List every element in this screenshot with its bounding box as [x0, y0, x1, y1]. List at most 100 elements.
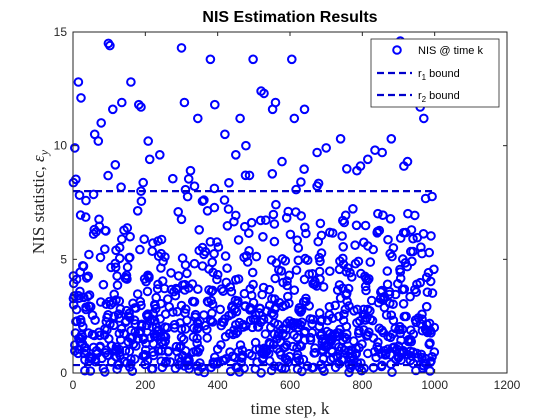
scatter-point [231, 328, 241, 339]
scatter-point [269, 219, 280, 229]
scatter-point [378, 210, 388, 220]
scatter-point [187, 279, 198, 289]
scatter-point [421, 301, 432, 312]
scatter-point [160, 252, 170, 262]
scatter-point [166, 268, 176, 278]
scatter-point [289, 285, 300, 296]
scatter-point [315, 330, 326, 341]
scatter-point [410, 284, 420, 295]
scatter-point [109, 289, 119, 300]
scatter-point [281, 213, 292, 223]
scatter-point [412, 279, 422, 290]
scatter-point [172, 306, 182, 317]
scatter-point [315, 274, 325, 285]
scatter-point [408, 233, 418, 244]
scatter-point [325, 335, 335, 345]
scatter-point [97, 353, 107, 364]
scatter-point [143, 270, 153, 281]
scatter-point [202, 333, 212, 343]
scatter-point [260, 329, 271, 339]
scatter-point [131, 303, 141, 313]
scatter-point [193, 347, 203, 357]
scatter-point [135, 296, 146, 307]
scatter-point [220, 331, 231, 342]
scatter-point [177, 253, 188, 264]
scatter-point [395, 233, 406, 243]
scatter-point [89, 224, 100, 235]
scatter-point [363, 154, 373, 165]
scatter-point [123, 311, 134, 322]
scatter-point [337, 231, 347, 241]
scatter-point [403, 208, 413, 219]
scatter-point [315, 218, 326, 229]
scatter-point [300, 222, 310, 233]
scatter-point [222, 221, 233, 231]
scatter-point [232, 326, 243, 337]
scatter-point [194, 245, 204, 256]
chart-title: NIS Estimation Results [202, 9, 377, 26]
scatter-point [144, 154, 155, 165]
scatter-point [100, 324, 110, 334]
scatter-point [80, 212, 91, 222]
x-tick-label: 400 [208, 378, 228, 392]
scatter-point [109, 311, 119, 322]
legend-marker-nis [392, 45, 402, 55]
scatter-point [197, 196, 208, 206]
scatter-point [84, 249, 94, 260]
scatter-point [385, 298, 395, 309]
scatter-point [229, 216, 239, 227]
scatter-point [212, 274, 222, 285]
scatter-point [398, 347, 409, 358]
scatter-point [349, 306, 359, 316]
scatter-point [108, 104, 118, 115]
x-tick-label: 200 [135, 378, 155, 392]
scatter-point [175, 318, 185, 328]
scatter-point [429, 347, 440, 357]
scatter-point [325, 266, 335, 277]
scatter-point [224, 178, 234, 188]
scatter-point [235, 340, 246, 350]
legend-label-r2: r2 bound [418, 90, 460, 104]
scatter-point [70, 143, 80, 153]
scatter-point [377, 147, 388, 158]
scatter-point [299, 274, 310, 285]
scatter-point [142, 286, 153, 297]
scatter-point [312, 147, 322, 158]
scatter-point [87, 352, 97, 363]
scatter-point [176, 324, 187, 334]
scatter-point [156, 346, 167, 356]
scatter-point [81, 346, 91, 356]
x-tick-label: 0 [70, 378, 77, 392]
scatter-point [335, 293, 346, 303]
scatter-point [210, 99, 220, 110]
scatter-point [83, 291, 93, 302]
legend: NIS @ time k r1 bound r2 bound [370, 38, 500, 108]
scatter-point [385, 214, 396, 224]
scatter-point [216, 320, 227, 331]
scatter-point [136, 196, 147, 206]
scatter-point [305, 332, 316, 343]
scatter-point [335, 134, 346, 144]
scatter-point [398, 299, 409, 309]
scatter-point [344, 367, 354, 378]
scatter-point [315, 256, 325, 267]
scatter-point [103, 310, 113, 320]
scatter-point [263, 314, 274, 324]
scatter-point [126, 77, 136, 87]
scatter-point [135, 326, 146, 336]
scatter-point [132, 206, 143, 216]
scatter-point [278, 323, 288, 334]
scatter-point [181, 304, 191, 314]
y-axis-label-prefix: NIS statistic, [29, 162, 48, 254]
scatter-point [338, 355, 349, 365]
scatter-point [215, 304, 225, 315]
scatter-point [193, 366, 204, 376]
scatter-point [276, 363, 287, 373]
scatter-point [261, 345, 271, 355]
scatter-point [189, 181, 200, 191]
scatter-point [88, 189, 99, 200]
scatter-point [117, 97, 127, 108]
scatter-point [239, 288, 250, 299]
scatter-point [222, 263, 232, 274]
